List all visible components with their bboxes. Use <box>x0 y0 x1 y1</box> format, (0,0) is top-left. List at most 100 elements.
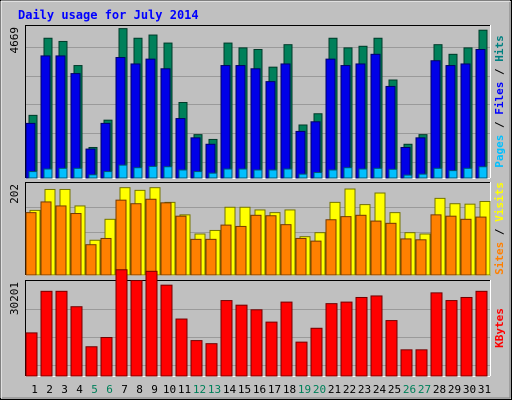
bar-kbytes-day-21 <box>325 303 338 377</box>
bar-kbytes-day-25 <box>385 320 398 377</box>
panel-3: 30201 KBytes <box>8 269 506 377</box>
bar-sites-day-23 <box>355 214 367 276</box>
bar-sites-day-22 <box>340 216 352 276</box>
x-tick-label-day-31: 31 <box>478 383 491 396</box>
bar-files-day-27 <box>415 137 426 179</box>
x-tick-label-day-14: 14 <box>223 383 237 396</box>
x-tick-label-day-21: 21 <box>328 383 341 396</box>
bar-files-day-4 <box>70 73 81 179</box>
bar-kbytes-day-26 <box>400 349 413 377</box>
y-axis-label-part: / <box>493 115 506 135</box>
x-tick-label-day-25: 25 <box>388 383 401 396</box>
bar-kbytes-day-5 <box>85 346 98 377</box>
bar-files-day-5 <box>85 148 96 179</box>
bar-files-day-16 <box>250 68 261 179</box>
bar-files-day-8 <box>130 63 141 179</box>
bar-pages-day-15 <box>238 168 248 179</box>
y-axis-label-part: Hits <box>493 35 506 62</box>
bar-files-day-11 <box>175 118 186 179</box>
bar-files-day-21 <box>325 58 336 179</box>
bar-kbytes-day-16 <box>250 309 263 377</box>
bar-pages-day-12 <box>193 171 203 179</box>
bar-pages-day-2 <box>43 168 53 179</box>
y-axis-label: KBytes <box>493 308 506 348</box>
bar-pages-day-10 <box>163 166 173 179</box>
bar-sites-day-10 <box>160 202 172 276</box>
bar-pages-day-22 <box>343 167 353 179</box>
bar-kbytes-day-8 <box>130 280 143 377</box>
bar-files-day-24 <box>370 53 381 179</box>
x-tick-label-day-29: 29 <box>448 383 461 396</box>
x-tick-label-day-13: 13 <box>208 383 221 396</box>
bar-sites-day-7 <box>115 199 127 276</box>
x-tick-label-day-7: 7 <box>121 383 128 396</box>
bar-sites-day-17 <box>265 215 277 276</box>
bar-kbytes-day-29 <box>445 300 458 377</box>
series-pages <box>28 164 488 179</box>
bar-files-day-25 <box>385 85 396 179</box>
bar-files-day-1 <box>25 122 36 179</box>
bar-files-day-7 <box>115 57 126 179</box>
y-max-label: 202 <box>8 184 21 204</box>
x-tick-label-day-2: 2 <box>46 383 53 396</box>
y-axis-label-part: Pages <box>493 135 506 168</box>
bar-sites-day-21 <box>325 219 337 276</box>
x-tick-label-day-4: 4 <box>76 383 83 396</box>
bar-sites-day-4 <box>70 213 82 276</box>
bar-kbytes-day-17 <box>265 321 278 377</box>
bar-pages-day-17 <box>268 169 278 179</box>
bar-sites-day-12 <box>190 238 202 276</box>
x-tick-label-day-5: 5 <box>91 383 98 396</box>
bar-sites-day-3 <box>55 205 67 276</box>
bar-pages-day-19 <box>298 173 308 179</box>
bar-kbytes-day-18 <box>280 301 293 377</box>
x-tick-label-day-15: 15 <box>238 383 251 396</box>
bar-sites-day-16 <box>250 214 262 276</box>
y-axis-label-part: Sites <box>493 242 506 275</box>
bar-kbytes-day-22 <box>340 301 353 377</box>
bar-kbytes-day-31 <box>475 290 488 377</box>
bar-kbytes-day-27 <box>415 349 428 377</box>
bar-sites-day-20 <box>310 240 322 276</box>
bar-kbytes-day-4 <box>70 306 83 377</box>
bar-files-day-30 <box>460 63 471 179</box>
bar-kbytes-day-12 <box>190 340 203 377</box>
bar-pages-day-4 <box>73 167 83 179</box>
bar-kbytes-day-19 <box>295 341 308 377</box>
bar-kbytes-day-24 <box>370 295 383 377</box>
bar-files-day-22 <box>340 65 351 179</box>
bar-files-day-2 <box>40 55 51 179</box>
bar-pages-day-13 <box>208 172 218 179</box>
bar-pages-day-27 <box>418 173 428 179</box>
bar-kbytes-day-15 <box>235 304 248 377</box>
bar-sites-day-2 <box>40 201 52 276</box>
panel-1: 4669 Pages / Files / Hits <box>8 25 506 179</box>
bar-kbytes-day-20 <box>310 327 323 377</box>
y-max-label: 30201 <box>8 282 21 315</box>
x-tick-label-day-23: 23 <box>358 383 371 396</box>
bar-kbytes-day-23 <box>355 296 368 377</box>
bar-sites-day-18 <box>280 224 292 276</box>
y-axis-label-part: / <box>493 222 506 242</box>
bar-sites-day-31 <box>475 216 487 276</box>
bar-sites-day-5 <box>85 244 97 276</box>
bar-files-day-28 <box>430 60 441 179</box>
chart-panels: 4669 Pages / Files / Hits 202 Sites / Visit… <box>8 25 506 377</box>
x-tick-label-day-26: 26 <box>403 383 416 396</box>
bar-files-day-15 <box>235 65 246 179</box>
bar-kbytes-day-9 <box>145 270 158 377</box>
bar-sites-day-9 <box>145 198 157 276</box>
bar-kbytes-day-3 <box>55 290 68 377</box>
bar-sites-day-19 <box>295 237 307 276</box>
bar-kbytes-day-2 <box>40 290 53 377</box>
bar-kbytes-day-13 <box>205 343 218 377</box>
x-tick-label-day-6: 6 <box>106 383 113 396</box>
bar-pages-day-5 <box>88 174 98 179</box>
bar-sites-day-24 <box>370 220 382 276</box>
bar-sites-day-6 <box>100 237 112 276</box>
bar-files-day-29 <box>445 65 456 179</box>
series-files <box>25 48 486 179</box>
x-tick-label-day-10: 10 <box>163 383 176 396</box>
bar-files-day-10 <box>160 68 171 179</box>
